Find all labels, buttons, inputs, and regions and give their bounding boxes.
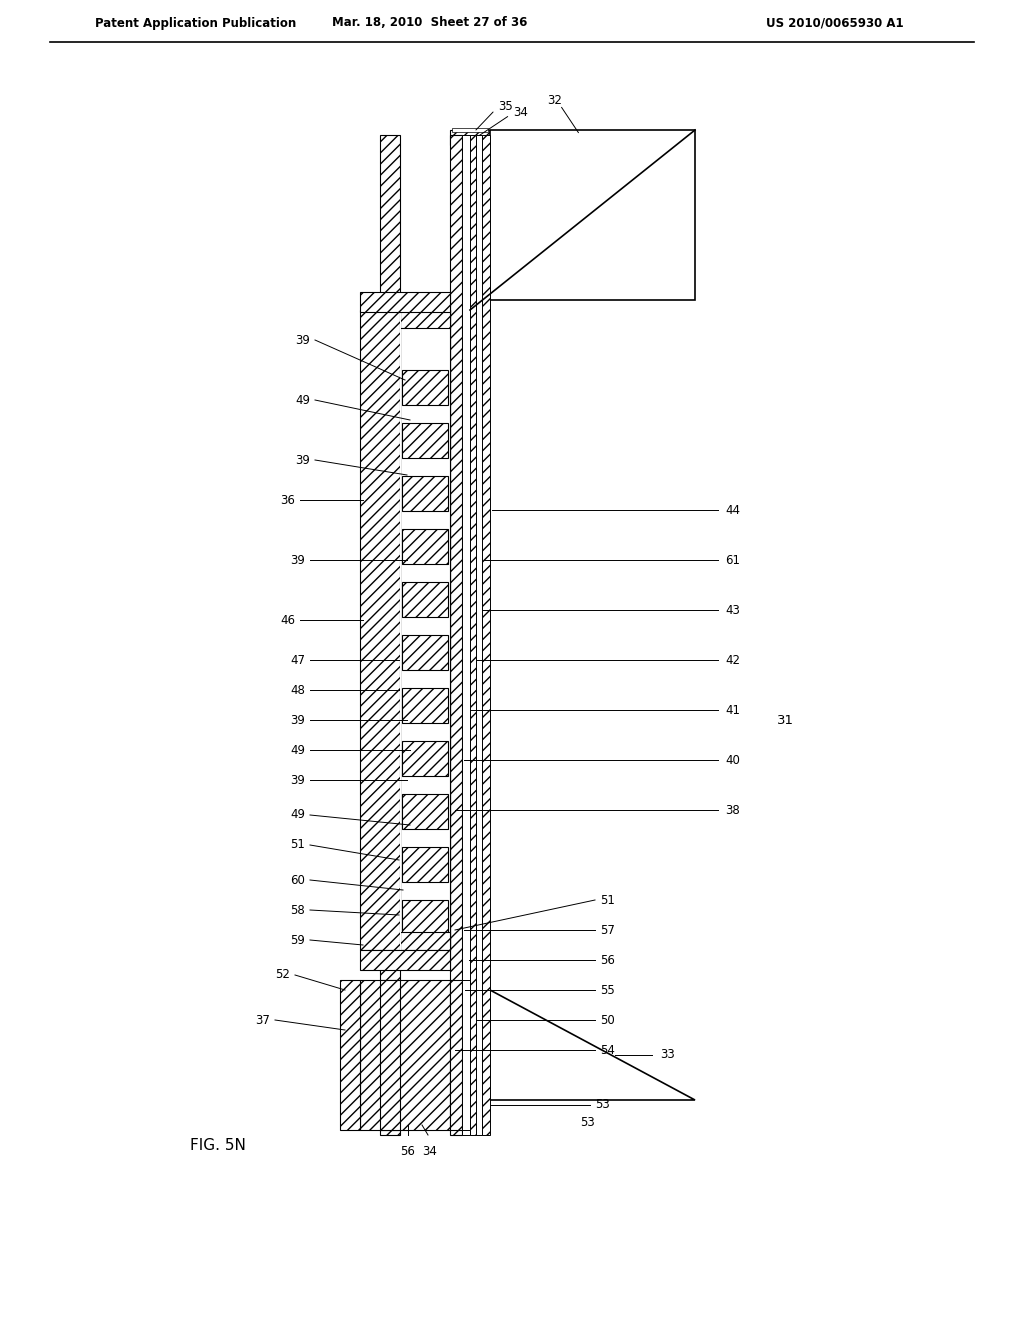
Text: 39: 39: [290, 774, 305, 787]
Bar: [476, 135, 482, 1135]
Text: 41: 41: [725, 704, 740, 717]
Text: 38: 38: [725, 804, 739, 817]
Text: 34: 34: [423, 1144, 437, 1158]
Text: 40: 40: [725, 754, 740, 767]
Bar: [450, 979, 462, 1130]
Text: Patent Application Publication: Patent Application Publication: [95, 16, 296, 29]
Text: 58: 58: [290, 903, 305, 916]
Bar: [470, 135, 476, 1135]
Text: 60: 60: [290, 874, 305, 887]
Text: 49: 49: [295, 393, 310, 407]
Text: 35: 35: [498, 100, 513, 114]
Bar: [402, 582, 449, 616]
Bar: [400, 310, 450, 950]
Text: 50: 50: [600, 1014, 614, 1027]
Bar: [402, 741, 449, 776]
Bar: [402, 847, 449, 882]
Text: 53: 53: [595, 1098, 609, 1111]
Text: 44: 44: [725, 503, 740, 516]
Bar: [402, 635, 449, 671]
Bar: [462, 135, 470, 1135]
Bar: [400, 310, 450, 327]
Text: 51: 51: [600, 894, 614, 907]
Bar: [360, 310, 400, 950]
Bar: [402, 688, 449, 723]
Text: 57: 57: [600, 924, 614, 936]
Bar: [380, 979, 400, 1130]
Bar: [450, 129, 490, 145]
Bar: [380, 135, 400, 1135]
Text: 34: 34: [513, 107, 528, 120]
Text: 52: 52: [275, 969, 290, 982]
Text: 56: 56: [600, 953, 614, 966]
Text: 39: 39: [295, 454, 310, 466]
Bar: [402, 900, 449, 935]
Bar: [360, 950, 450, 970]
Bar: [402, 477, 449, 511]
Text: 39: 39: [290, 553, 305, 566]
Bar: [340, 979, 360, 1130]
Text: 55: 55: [600, 983, 614, 997]
Bar: [400, 932, 450, 950]
Text: 54: 54: [600, 1044, 614, 1056]
Text: 47: 47: [290, 653, 305, 667]
Text: 61: 61: [725, 553, 740, 566]
Text: 43: 43: [725, 603, 740, 616]
Text: 56: 56: [400, 1144, 416, 1158]
Bar: [450, 135, 462, 1135]
Bar: [402, 370, 449, 405]
Bar: [482, 135, 490, 1135]
Bar: [360, 292, 450, 312]
Text: 49: 49: [290, 808, 305, 821]
Polygon shape: [490, 129, 695, 300]
Bar: [402, 529, 449, 564]
Text: 37: 37: [255, 1014, 270, 1027]
Text: 31: 31: [776, 714, 794, 726]
Bar: [400, 310, 450, 950]
Bar: [402, 795, 449, 829]
Text: 39: 39: [295, 334, 310, 346]
Bar: [360, 979, 450, 1130]
Text: Mar. 18, 2010  Sheet 27 of 36: Mar. 18, 2010 Sheet 27 of 36: [333, 16, 527, 29]
Text: 42: 42: [725, 653, 740, 667]
Bar: [462, 979, 470, 1130]
Text: 36: 36: [281, 494, 295, 507]
Text: 32: 32: [548, 94, 562, 107]
Text: 39: 39: [290, 714, 305, 726]
Bar: [402, 422, 449, 458]
Text: 49: 49: [290, 743, 305, 756]
Text: US 2010/0065930 A1: US 2010/0065930 A1: [766, 16, 904, 29]
Text: 46: 46: [280, 614, 295, 627]
Text: 33: 33: [660, 1048, 675, 1061]
Text: FIG. 5N: FIG. 5N: [190, 1138, 246, 1152]
Text: 59: 59: [290, 933, 305, 946]
Text: 53: 53: [580, 1115, 595, 1129]
Text: 51: 51: [290, 838, 305, 851]
Text: 48: 48: [290, 684, 305, 697]
Bar: [452, 128, 488, 132]
Polygon shape: [490, 990, 695, 1100]
Bar: [397, 985, 400, 1125]
